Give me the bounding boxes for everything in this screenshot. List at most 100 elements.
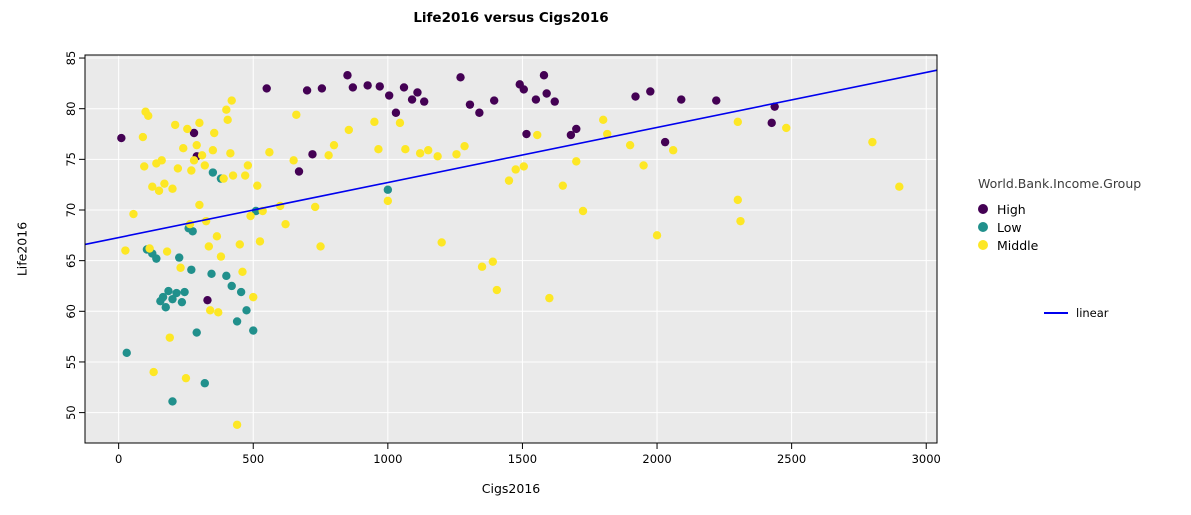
x-tick-label: 0: [115, 452, 122, 466]
high-color-swatch: [978, 204, 988, 214]
data-point-middle: [383, 196, 393, 206]
data-point-high: [712, 96, 721, 105]
data-point-high: [302, 86, 312, 95]
data-point-middle: [492, 285, 502, 295]
legend-item-label: linear: [1076, 306, 1109, 320]
data-point-middle: [504, 176, 514, 185]
data-point-low: [192, 328, 201, 337]
linear-line-swatch: [1044, 312, 1068, 314]
legend-item-high: High: [978, 200, 1188, 218]
data-point-middle: [329, 140, 339, 150]
data-point-high: [542, 89, 551, 98]
data-point-middle: [192, 140, 201, 150]
data-point-middle: [210, 128, 219, 138]
data-point-middle: [212, 232, 222, 241]
data-point-low: [207, 269, 216, 279]
y-tick-label: 70: [64, 203, 78, 218]
data-point-low: [168, 294, 177, 304]
panel-border: [84, 54, 938, 444]
data-point-middle: [545, 293, 554, 303]
data-point-high: [660, 137, 670, 147]
data-point-middle: [165, 333, 174, 342]
data-point-high: [308, 150, 317, 159]
data-point-low: [188, 227, 197, 236]
data-point-middle: [197, 151, 207, 160]
data-point-high: [348, 83, 358, 92]
data-point-middle: [477, 262, 487, 271]
data-point-middle: [519, 162, 528, 171]
data-point-low: [172, 288, 181, 298]
data-point-high: [531, 95, 541, 104]
data-point-middle: [275, 201, 285, 211]
middle-color-swatch: [978, 240, 988, 250]
data-point-middle: [533, 130, 542, 140]
data-point-middle: [324, 151, 333, 160]
data-point-high: [317, 84, 327, 93]
regression-line: [84, 69, 938, 246]
data-point-middle: [205, 306, 215, 315]
legend-item-label: Middle: [997, 237, 1039, 253]
data-point-high: [294, 167, 304, 176]
data-point-high: [375, 82, 384, 91]
data-point-low: [122, 348, 131, 358]
data-point-low: [383, 185, 393, 194]
data-point-middle: [216, 252, 226, 261]
data-point-middle: [200, 161, 209, 170]
legend-item-low: Low: [978, 218, 1188, 236]
data-point-high: [677, 95, 686, 104]
data-point-high: [413, 88, 422, 97]
data-point-middle: [138, 132, 148, 142]
data-point-high: [384, 91, 394, 100]
y-tick-label: 50: [64, 405, 78, 420]
x-tick-label: 2000: [642, 452, 671, 466]
y-tick-label: 55: [64, 355, 78, 370]
data-point-low: [232, 317, 242, 326]
data-point-middle: [370, 117, 379, 127]
legend-item-linear: linear: [1044, 304, 1188, 322]
legend-title: World.Bank.Income.Group: [978, 176, 1142, 191]
data-point-middle: [176, 263, 185, 272]
data-point-middle: [121, 246, 130, 255]
data-point-middle: [374, 145, 383, 154]
data-point-middle: [733, 117, 742, 127]
data-point-middle: [437, 238, 446, 247]
data-point-middle: [226, 149, 235, 158]
data-point-middle: [173, 164, 183, 173]
data-point-low: [180, 287, 189, 297]
data-point-middle: [235, 240, 244, 249]
data-point-middle: [129, 209, 138, 219]
data-point-middle: [668, 146, 678, 155]
data-point-middle: [868, 137, 877, 147]
data-point-middle: [144, 111, 153, 120]
data-point-high: [767, 118, 776, 128]
data-point-middle: [625, 140, 635, 150]
data-point-low: [158, 292, 168, 302]
data-point-high: [189, 128, 199, 138]
data-point-middle: [223, 115, 232, 125]
data-point-middle: [162, 247, 172, 256]
data-point-high: [407, 95, 417, 104]
data-point-low: [152, 254, 161, 263]
data-point-middle: [219, 174, 228, 183]
data-point-low: [227, 281, 236, 291]
data-point-middle: [246, 211, 255, 221]
data-point-high: [117, 133, 126, 143]
y-tick-label: 65: [64, 253, 78, 268]
data-point-low: [249, 326, 258, 335]
data-point-high: [646, 87, 655, 96]
low-color-swatch: [978, 222, 988, 232]
legend: World.Bank.Income.Group High Low Middle …: [978, 176, 1188, 322]
data-point-low: [200, 379, 209, 388]
data-point-middle: [140, 162, 149, 171]
data-point-high: [262, 84, 271, 93]
data-point-middle: [598, 115, 608, 125]
chart-title: Life2016 versus Cigs2016: [413, 10, 609, 26]
data-point-middle: [232, 420, 242, 429]
data-point-middle: [249, 292, 258, 302]
data-point-middle: [255, 237, 265, 246]
data-point-middle: [344, 125, 354, 135]
data-point-middle: [511, 165, 520, 174]
data-point-low: [168, 397, 177, 406]
data-point-middle: [558, 181, 568, 190]
